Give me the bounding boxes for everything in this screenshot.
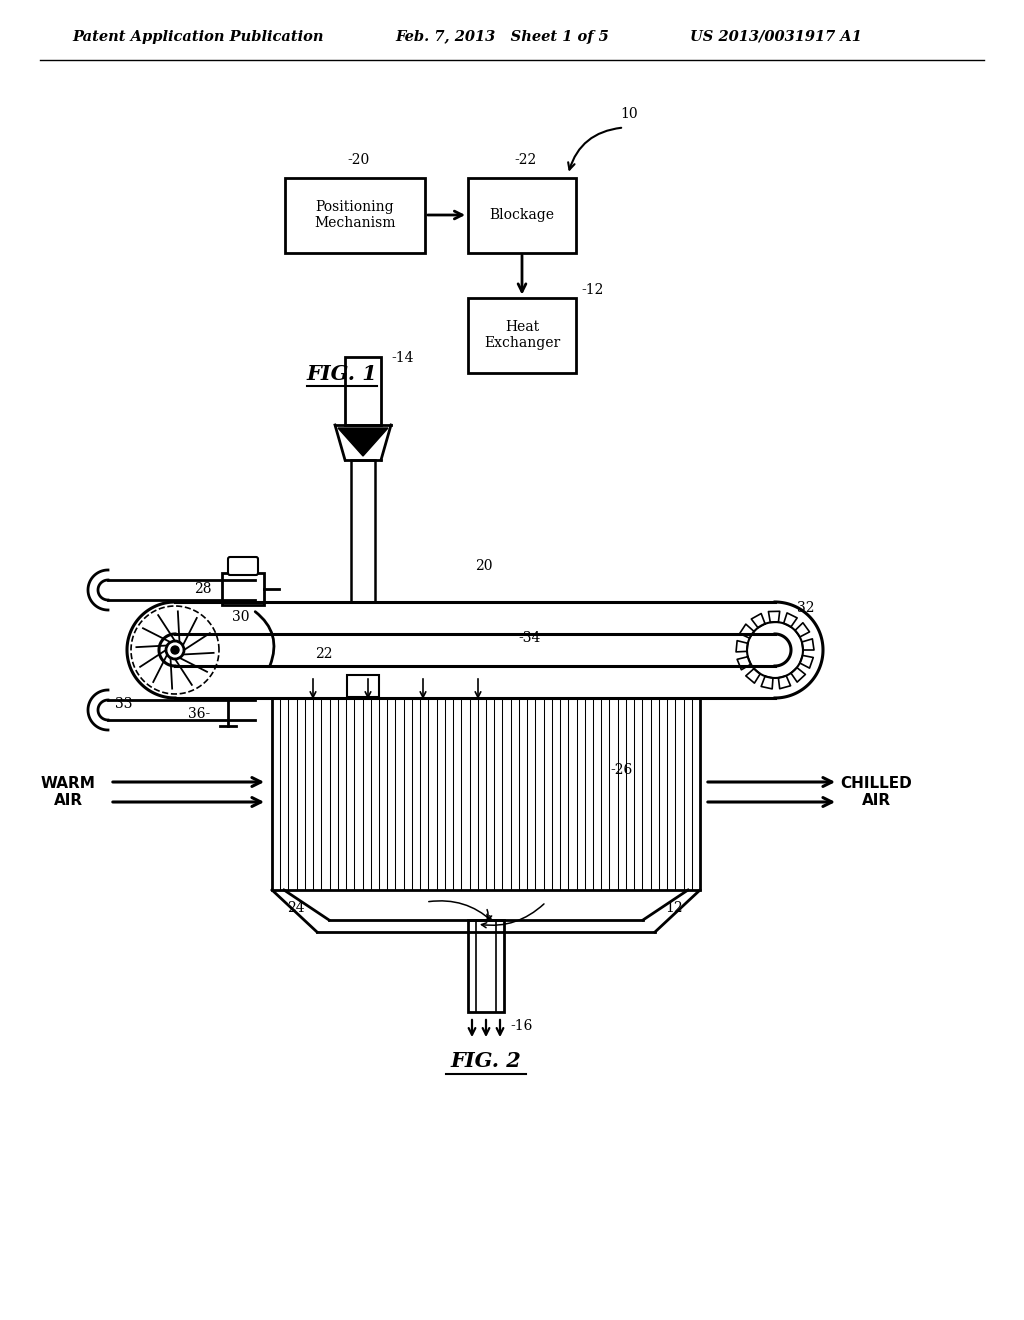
Text: Feb. 7, 2013   Sheet 1 of 5: Feb. 7, 2013 Sheet 1 of 5 bbox=[395, 30, 608, 44]
Text: -26: -26 bbox=[610, 763, 632, 777]
Text: 28: 28 bbox=[194, 582, 212, 597]
Text: CHILLED
AIR: CHILLED AIR bbox=[840, 776, 912, 808]
Bar bbox=[351, 459, 375, 602]
Text: -20: -20 bbox=[347, 153, 370, 166]
Text: 12: 12 bbox=[665, 902, 683, 915]
Bar bbox=[272, 698, 700, 890]
FancyBboxPatch shape bbox=[228, 557, 258, 576]
Text: 36-: 36- bbox=[188, 708, 210, 721]
Text: 30: 30 bbox=[232, 610, 250, 624]
Text: WARM
AIR: WARM AIR bbox=[41, 776, 95, 808]
Text: Heat
Exchanger: Heat Exchanger bbox=[484, 319, 560, 350]
Text: -12: -12 bbox=[581, 284, 603, 297]
Bar bbox=[468, 920, 504, 1012]
Text: 32: 32 bbox=[797, 601, 814, 615]
Bar bbox=[468, 177, 575, 252]
Bar bbox=[285, 177, 425, 252]
Bar bbox=[468, 297, 575, 372]
Polygon shape bbox=[338, 428, 388, 455]
Bar bbox=[347, 675, 379, 697]
Text: 20: 20 bbox=[475, 558, 493, 573]
Bar bbox=[222, 573, 264, 605]
Text: Patent Application Publication: Patent Application Publication bbox=[72, 30, 324, 44]
Text: 10: 10 bbox=[620, 107, 638, 120]
Text: 33: 33 bbox=[115, 697, 132, 711]
Bar bbox=[345, 356, 381, 425]
Text: FIG. 1: FIG. 1 bbox=[306, 364, 378, 384]
Text: FIG. 2: FIG. 2 bbox=[451, 1051, 521, 1071]
Text: Positioning
Mechanism: Positioning Mechanism bbox=[314, 199, 395, 230]
Text: -22: -22 bbox=[514, 153, 537, 166]
Circle shape bbox=[171, 645, 179, 653]
Text: 24: 24 bbox=[287, 902, 304, 915]
Text: US 2013/0031917 A1: US 2013/0031917 A1 bbox=[690, 30, 862, 44]
Text: -34: -34 bbox=[518, 631, 541, 645]
Text: Blockage: Blockage bbox=[489, 209, 555, 222]
Text: -14: -14 bbox=[391, 351, 414, 366]
Text: -16: -16 bbox=[510, 1019, 532, 1034]
Text: 22: 22 bbox=[315, 647, 333, 661]
